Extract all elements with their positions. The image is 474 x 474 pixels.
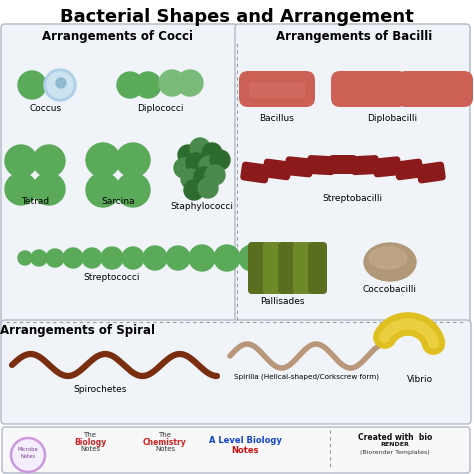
Circle shape [184, 180, 204, 200]
Text: Arrangements of Spiral: Arrangements of Spiral [0, 324, 155, 337]
Circle shape [116, 143, 150, 177]
Text: Notes: Notes [155, 446, 175, 452]
Circle shape [189, 245, 215, 271]
FancyBboxPatch shape [331, 71, 407, 107]
FancyBboxPatch shape [394, 159, 424, 180]
FancyBboxPatch shape [308, 242, 327, 294]
Circle shape [198, 178, 218, 198]
FancyBboxPatch shape [373, 156, 401, 177]
FancyBboxPatch shape [416, 162, 446, 183]
Text: Diplobacilli: Diplobacilli [367, 114, 417, 123]
Text: Arrangements of Bacilli: Arrangements of Bacilli [276, 30, 432, 43]
Circle shape [214, 245, 240, 271]
FancyBboxPatch shape [262, 159, 292, 180]
Ellipse shape [369, 247, 407, 269]
Circle shape [5, 145, 37, 177]
Circle shape [86, 173, 120, 207]
Text: (Biorender Templates): (Biorender Templates) [360, 450, 430, 455]
FancyBboxPatch shape [2, 427, 470, 473]
Circle shape [31, 250, 47, 266]
Text: Staphylococci: Staphylococci [171, 202, 234, 211]
Circle shape [101, 247, 123, 269]
Text: Sarcina: Sarcina [101, 197, 135, 206]
Circle shape [82, 248, 102, 268]
Circle shape [178, 145, 198, 165]
Text: The: The [83, 432, 97, 438]
Text: Spirochetes: Spirochetes [73, 385, 127, 394]
Circle shape [47, 72, 73, 98]
Circle shape [63, 248, 83, 268]
Circle shape [11, 438, 45, 472]
Ellipse shape [364, 243, 416, 281]
Circle shape [181, 169, 201, 189]
Text: Microbe
Notes: Microbe Notes [18, 447, 38, 459]
Text: Diplococci: Diplococci [137, 104, 183, 113]
FancyBboxPatch shape [263, 242, 282, 294]
Text: Bacterial Shapes and Arrangement: Bacterial Shapes and Arrangement [60, 8, 414, 26]
Text: Vibrio: Vibrio [407, 375, 433, 384]
Circle shape [166, 246, 190, 270]
FancyBboxPatch shape [1, 320, 471, 424]
Circle shape [205, 165, 225, 185]
Circle shape [135, 72, 161, 98]
Circle shape [33, 173, 65, 205]
Circle shape [190, 138, 210, 158]
Text: Notes: Notes [80, 446, 100, 452]
FancyBboxPatch shape [284, 156, 313, 177]
Text: Biology: Biology [74, 438, 106, 447]
Text: Streptococci: Streptococci [84, 273, 140, 282]
Text: A Level Biology: A Level Biology [209, 436, 282, 445]
Circle shape [239, 245, 265, 271]
Circle shape [210, 150, 230, 170]
FancyBboxPatch shape [293, 242, 312, 294]
Circle shape [194, 167, 214, 187]
FancyBboxPatch shape [397, 71, 473, 107]
Circle shape [177, 70, 203, 96]
Text: Tetrad: Tetrad [21, 197, 49, 206]
Circle shape [44, 69, 76, 101]
Circle shape [33, 145, 65, 177]
Circle shape [199, 156, 219, 176]
Text: Streptobacilli: Streptobacilli [322, 194, 382, 203]
Text: RENDER: RENDER [381, 442, 410, 447]
Text: Spirilla (Helical-shaped/Corkscrew form): Spirilla (Helical-shaped/Corkscrew form) [235, 374, 380, 381]
Circle shape [159, 70, 185, 96]
Circle shape [18, 251, 32, 265]
Circle shape [56, 78, 66, 88]
Circle shape [116, 173, 150, 207]
FancyBboxPatch shape [1, 24, 238, 326]
Circle shape [174, 158, 194, 178]
Circle shape [5, 173, 37, 205]
Text: Chemistry: Chemistry [143, 438, 187, 447]
FancyBboxPatch shape [249, 82, 305, 98]
Text: Notes: Notes [231, 446, 259, 455]
Circle shape [18, 71, 46, 99]
FancyBboxPatch shape [307, 155, 335, 175]
Text: Bacillus: Bacillus [260, 114, 294, 123]
Circle shape [202, 143, 222, 163]
Text: Arrangements of Cocci: Arrangements of Cocci [43, 30, 193, 43]
FancyBboxPatch shape [351, 155, 379, 175]
Circle shape [117, 72, 143, 98]
Circle shape [86, 143, 120, 177]
Text: Pallisades: Pallisades [260, 297, 304, 306]
Circle shape [122, 247, 144, 269]
FancyBboxPatch shape [248, 242, 267, 294]
FancyBboxPatch shape [240, 162, 270, 183]
Text: The: The [158, 432, 172, 438]
Circle shape [46, 249, 64, 267]
FancyBboxPatch shape [278, 242, 297, 294]
Circle shape [186, 153, 206, 173]
FancyBboxPatch shape [235, 24, 470, 326]
Circle shape [143, 246, 167, 270]
FancyBboxPatch shape [239, 71, 315, 107]
FancyBboxPatch shape [329, 155, 357, 174]
Text: Coccus: Coccus [30, 104, 62, 113]
Text: Created with  bio: Created with bio [358, 433, 432, 442]
Text: Coccobacilli: Coccobacilli [363, 285, 417, 294]
